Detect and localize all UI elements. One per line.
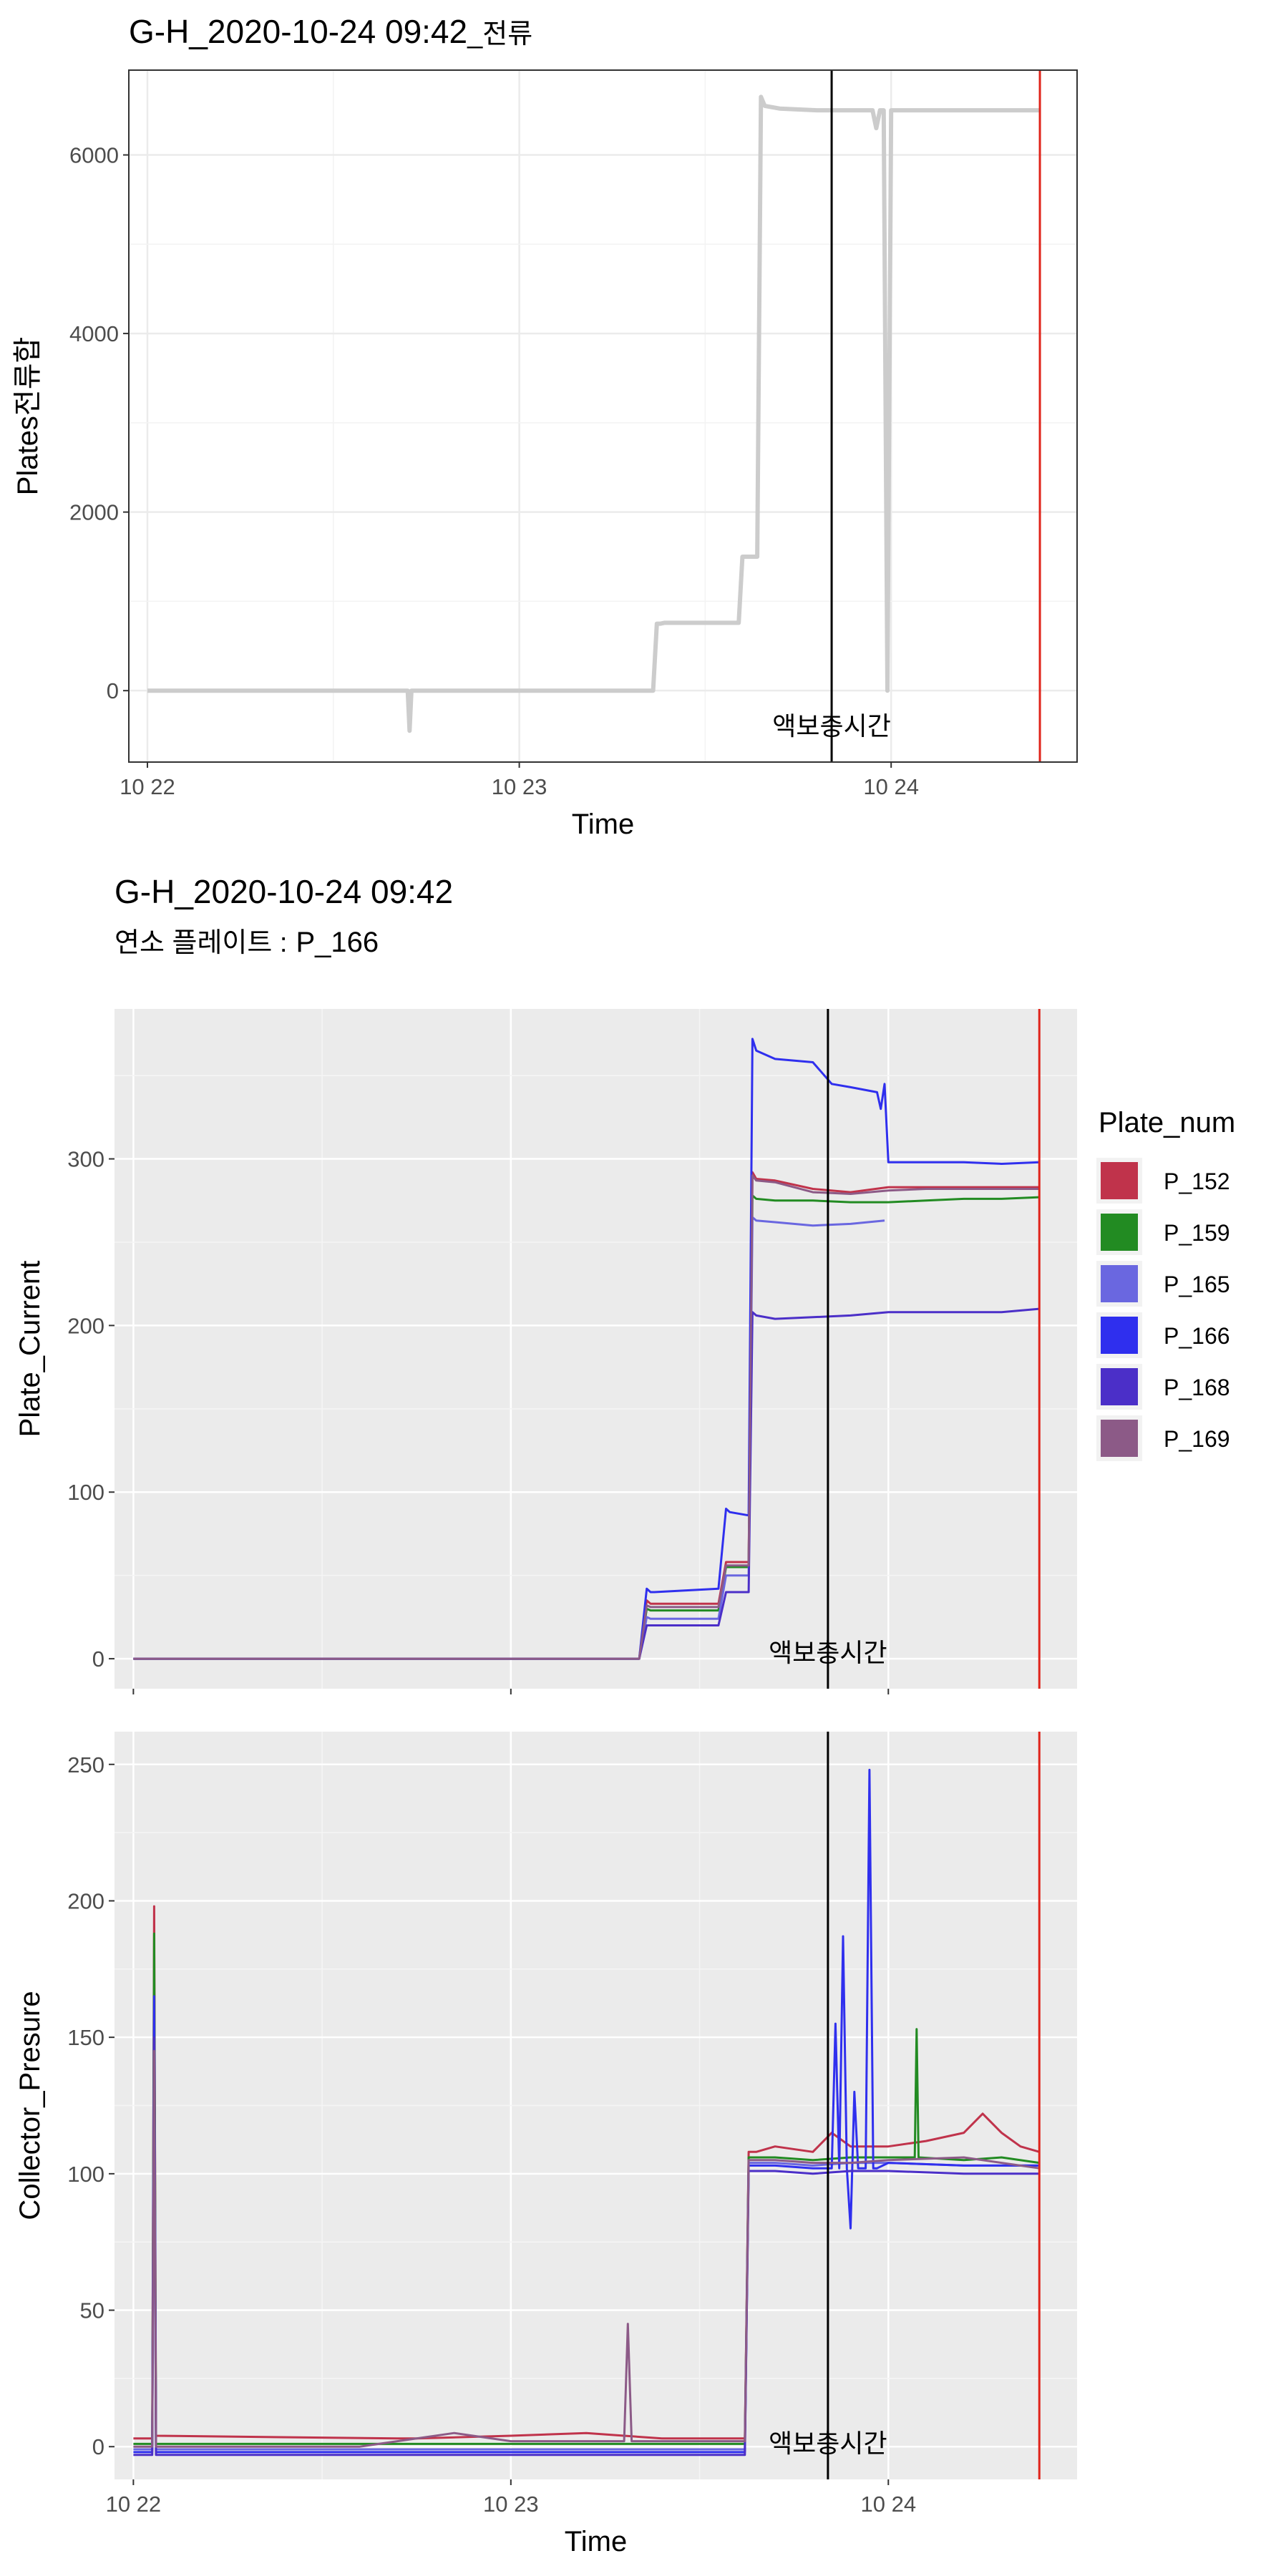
series-line — [147, 94, 1040, 733]
y-tick-label: 4000 — [69, 321, 119, 346]
x-tick-label: 10 22 — [120, 774, 175, 799]
legend-key-p-168 — [1101, 1368, 1138, 1405]
legend-key-p-159 — [1101, 1214, 1138, 1251]
collector-pressure-panel: 0 50 100 150 200 250 10 22 10 23 10 24 액보충시간 Time C… — [14, 1732, 1077, 2557]
y-axis-title: Plate_Current — [14, 1261, 46, 1438]
legend-key-p-169 — [1101, 1420, 1138, 1457]
y-tick-label: 50 — [80, 2298, 104, 2323]
x-tick-label: 10 23 — [483, 2492, 539, 2517]
y-tick-label: 100 — [67, 2162, 104, 2187]
series-line-p-169 — [133, 1174, 1040, 1660]
legend-label: P_166 — [1164, 1323, 1230, 1349]
y-tick-label: 6000 — [69, 143, 119, 168]
x-axis-title: Time — [565, 2526, 627, 2557]
series-line-p-166 — [133, 1768, 1040, 2454]
y-tick-label: 250 — [67, 1752, 104, 1777]
refill-time-annotation: 액보충시간 — [772, 711, 891, 741]
legend-label: P_159 — [1164, 1220, 1230, 1246]
series-line-p-166 — [133, 1038, 1040, 1660]
legend-label: P_152 — [1164, 1169, 1230, 1194]
series-line-p-165 — [133, 1216, 885, 1660]
panel-background — [115, 1009, 1077, 1689]
legend-key-p-152 — [1101, 1162, 1138, 1199]
y-tick-label: 300 — [67, 1147, 104, 1172]
legend: Plate_num P_152 P_159 P_165 P_166 P_168 P_169 — [1096, 1107, 1235, 1461]
panel-background — [129, 70, 1077, 762]
series-line-p-168 — [133, 1307, 1040, 1660]
bottom-chart-title: G-H_2020-10-24 09:42 — [115, 873, 453, 910]
y-tick-label: 200 — [67, 1888, 104, 1913]
x-tick-label: 10 24 — [863, 774, 919, 799]
y-tick-label: 0 — [107, 678, 119, 703]
y-tick-label: 2000 — [69, 500, 119, 525]
series-line-p-152 — [133, 1905, 1040, 2440]
y-tick-label: 100 — [67, 1480, 104, 1505]
y-axis-title: Collector_Presure — [14, 1991, 46, 2220]
x-tick-label: 10 23 — [492, 774, 547, 799]
legend-label: P_169 — [1164, 1426, 1230, 1452]
y-tick-label: 0 — [92, 1646, 104, 1672]
legend-title: Plate_num — [1099, 1107, 1235, 1138]
x-tick-label: 10 24 — [860, 2492, 916, 2517]
x-axis-title: Time — [572, 809, 634, 840]
series-line-p-169 — [133, 2049, 1040, 2448]
legend-label: P_165 — [1164, 1272, 1230, 1297]
y-axis-title: Plates전류합 — [12, 337, 44, 496]
refill-time-annotation: 액보충시간 — [769, 2429, 887, 2458]
y-tick-label: 200 — [67, 1313, 104, 1338]
x-tick-label: 10 22 — [106, 2492, 162, 2517]
top-chart-title: G-H_2020-10-24 09:42_전류 — [129, 13, 532, 50]
panel-border — [128, 69, 1078, 763]
legend-label: P_168 — [1164, 1375, 1230, 1400]
current-sum-panel: 0 2000 4000 6000 10 22 10 23 10 24 액보충시간 Time Pla… — [12, 69, 1078, 840]
plate-current-panel: 0 100 200 300 액보충시간 Plate_Current — [14, 1009, 1077, 1694]
legend-key-p-166 — [1101, 1317, 1138, 1354]
y-tick-label: 0 — [92, 2434, 104, 2459]
refill-time-annotation: 액보충시간 — [769, 1638, 887, 1667]
legend-key-p-165 — [1101, 1265, 1138, 1302]
y-tick-label: 150 — [67, 2025, 104, 2050]
bottom-chart-subtitle: 연소 플레이트 : P_166 — [115, 927, 379, 958]
